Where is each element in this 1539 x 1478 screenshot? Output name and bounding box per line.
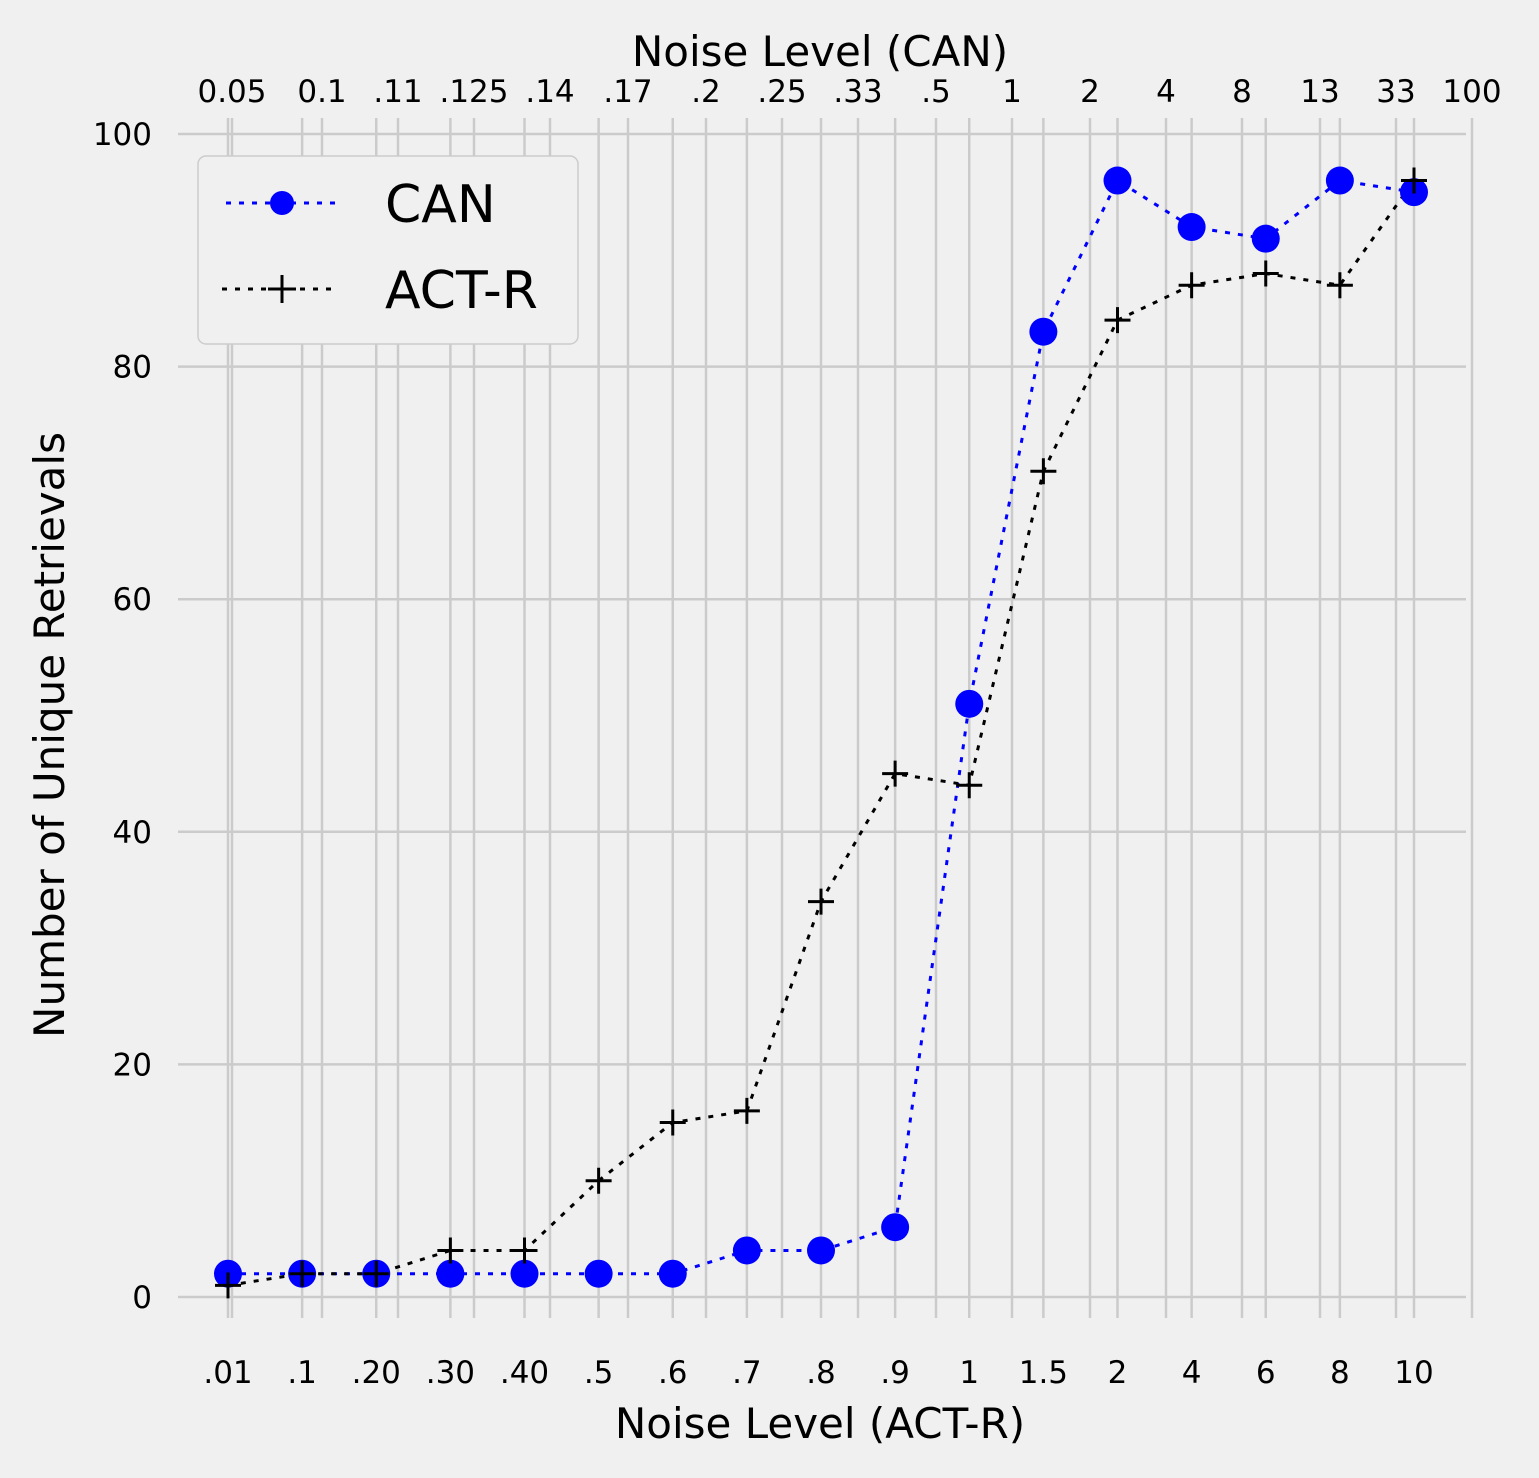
top-x-tick-label: .2 bbox=[691, 74, 721, 110]
data-point-act-r bbox=[511, 1237, 538, 1264]
data-point-can bbox=[881, 1213, 910, 1242]
x-tick-label: 1.5 bbox=[1019, 1355, 1068, 1391]
series-line-can bbox=[228, 178, 1415, 1276]
data-point-act-r bbox=[215, 1272, 241, 1299]
data-point-act-r bbox=[659, 1109, 686, 1136]
data-point-act-r bbox=[289, 1260, 316, 1287]
legend-actr-marker bbox=[268, 275, 296, 303]
x-tick-label: .40 bbox=[500, 1355, 549, 1391]
top-x-tick-label: 8 bbox=[1232, 74, 1252, 110]
data-point-can bbox=[1177, 213, 1206, 242]
x-tick-label: .1 bbox=[287, 1355, 317, 1391]
bottom-tick-labels: .01 .1 .20 .30 .40 .5 .6 .7 .8 .9 1 1.5 2 4 6 8 10 bbox=[203, 1355, 1433, 1391]
data-point-act-r bbox=[1030, 458, 1057, 485]
data-point-can bbox=[955, 689, 984, 718]
data-point-act-r bbox=[437, 1237, 464, 1264]
top-tick-labels: 0.05 0.1 .11 .125 .14 .17 .2 .25 .33 .5 1 2 4 8 13 33 10… bbox=[197, 74, 1501, 110]
y-tick-label: 40 bbox=[113, 815, 152, 851]
series-layer bbox=[214, 166, 1428, 1299]
x-tick-label: 10 bbox=[1394, 1355, 1433, 1391]
data-point-act-r bbox=[363, 1260, 390, 1287]
x-tick-label: .7 bbox=[732, 1355, 762, 1391]
y-axis-label: Number of Unique Retrievals bbox=[25, 432, 74, 1038]
data-point-act-r bbox=[1104, 307, 1131, 334]
x-tick-label: 1 bbox=[959, 1355, 979, 1391]
data-point-can bbox=[584, 1259, 613, 1288]
top-x-tick-label: 13 bbox=[1300, 74, 1339, 110]
top-x-tick-label: .125 bbox=[439, 74, 508, 110]
data-point-can bbox=[807, 1236, 835, 1265]
data-point-act-r bbox=[1252, 260, 1279, 287]
y-tick-label: 60 bbox=[113, 582, 152, 618]
x-tick-label: .8 bbox=[806, 1355, 836, 1391]
top-x-tick-label: .11 bbox=[373, 74, 422, 110]
data-point-can bbox=[1251, 224, 1280, 253]
legend-actr-label: ACT-R bbox=[385, 261, 538, 321]
data-point-act-r bbox=[1178, 272, 1205, 299]
top-x-tick-label: 1 bbox=[1002, 74, 1022, 110]
data-point-can bbox=[1103, 166, 1132, 195]
top-x-tick-label: 4 bbox=[1156, 74, 1176, 110]
top-x-tick-label: .33 bbox=[833, 74, 882, 110]
x-axis-label: Noise Level (ACT-R) bbox=[615, 1399, 1025, 1448]
data-point-act-r bbox=[585, 1167, 612, 1194]
x-tick-label: .30 bbox=[426, 1355, 475, 1391]
y-tick-label: 0 bbox=[132, 1280, 152, 1316]
x-tick-label: 4 bbox=[1182, 1355, 1202, 1391]
y-tick-label: 80 bbox=[113, 350, 152, 386]
top-x-tick-label: 2 bbox=[1080, 74, 1100, 110]
data-point-act-r bbox=[733, 1097, 760, 1124]
x-tick-label: .20 bbox=[352, 1355, 401, 1391]
data-point-can bbox=[436, 1259, 465, 1288]
x-tick-label: 6 bbox=[1256, 1355, 1276, 1391]
top-x-tick-label: 0.1 bbox=[297, 74, 346, 110]
x-tick-label: .5 bbox=[584, 1355, 614, 1391]
data-point-act-r bbox=[1401, 167, 1427, 194]
legend-can-marker bbox=[270, 191, 294, 215]
top-x-tick-label: .17 bbox=[603, 74, 652, 110]
data-point-act-r bbox=[956, 772, 983, 799]
top-x-tick-label: 0.05 bbox=[197, 74, 266, 110]
y-tick-label: 100 bbox=[93, 117, 152, 153]
x-tick-label: 8 bbox=[1330, 1355, 1350, 1391]
top-x-tick-label: .5 bbox=[921, 74, 951, 110]
top-x-tick-label: .14 bbox=[525, 74, 574, 110]
data-point-can bbox=[732, 1236, 761, 1265]
top-x-axis-label: Noise Level (CAN) bbox=[632, 27, 1008, 76]
top-x-tick-label: 100 bbox=[1442, 74, 1501, 110]
data-point-can bbox=[1325, 166, 1354, 195]
legend: CAN ACT-R bbox=[197, 155, 579, 345]
legend-can-label: CAN bbox=[385, 175, 496, 235]
top-x-tick-label: 33 bbox=[1376, 74, 1415, 110]
x-tick-label: .9 bbox=[880, 1355, 910, 1391]
top-x-tick-label: .25 bbox=[757, 74, 806, 110]
data-point-can bbox=[658, 1259, 687, 1288]
y-tick-labels: 0 20 40 60 80 100 bbox=[93, 117, 152, 1316]
x-tick-label: .6 bbox=[658, 1355, 688, 1391]
data-point-can bbox=[1029, 317, 1058, 346]
data-point-act-r bbox=[1326, 272, 1353, 299]
data-point-can bbox=[510, 1259, 539, 1288]
x-tick-label: .01 bbox=[203, 1355, 252, 1391]
x-tick-label: 2 bbox=[1108, 1355, 1128, 1391]
data-point-act-r bbox=[882, 760, 909, 787]
y-tick-label: 20 bbox=[113, 1047, 152, 1083]
data-point-act-r bbox=[808, 888, 834, 915]
